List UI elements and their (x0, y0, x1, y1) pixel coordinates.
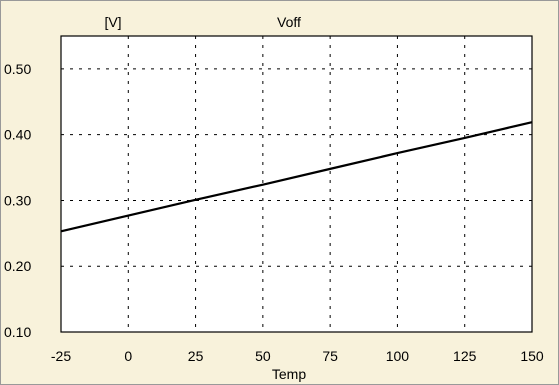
plot-area (61, 36, 532, 332)
grid (61, 36, 532, 332)
chart-title: Voff (277, 14, 301, 30)
series-layer (60, 121, 533, 233)
y-tick-label: 0.50 (4, 61, 31, 77)
y-tick-label: 0.30 (4, 192, 31, 208)
x-tick-label: 0 (124, 348, 132, 364)
x-tick-label: 25 (188, 348, 204, 364)
x-tick-label: -25 (51, 348, 71, 364)
x-tick-label: 50 (255, 348, 271, 364)
y-tick-label: 0.40 (4, 127, 31, 143)
x-tick-label: 150 (520, 348, 544, 364)
ticks: -25 0 25 50 75 100 125 150 0.10 0.20 0.30 0.40 0.50 (4, 61, 544, 364)
series-line (60, 121, 533, 233)
x-tick-label: 100 (386, 348, 410, 364)
y-tick-label: 0.10 (4, 324, 31, 340)
plot-frame (60, 35, 533, 333)
y-axis-label: [V] (104, 14, 121, 30)
x-tick-label: 125 (453, 348, 477, 364)
x-axis-label: Temp (272, 366, 306, 382)
y-tick-label: 0.20 (4, 258, 31, 274)
x-tick-label: 75 (322, 348, 338, 364)
